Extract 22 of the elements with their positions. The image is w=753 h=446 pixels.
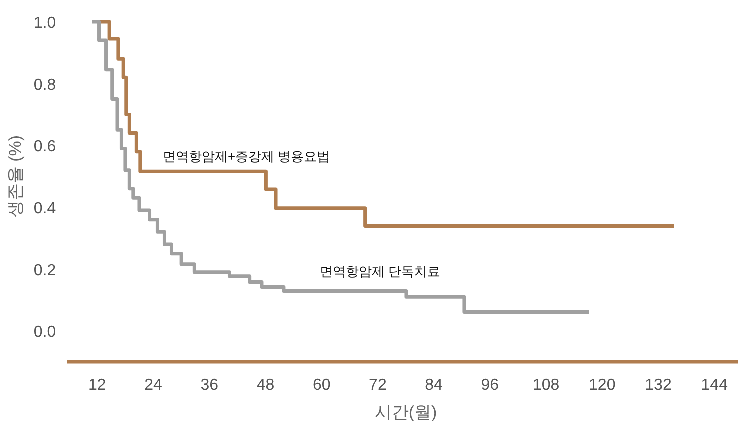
y-tick-label: 0.6 bbox=[34, 138, 56, 156]
y-tick-label: 0.0 bbox=[34, 324, 56, 342]
x-tick-label: 72 bbox=[369, 377, 387, 394]
x-tick-label: 132 bbox=[645, 377, 672, 394]
x-tick-label: 96 bbox=[481, 377, 500, 394]
y-tick-label: 0.2 bbox=[34, 262, 56, 280]
x-tick-label: 84 bbox=[425, 377, 444, 394]
annotation: 면역항암제+증강제 병용요법 bbox=[163, 149, 330, 164]
x-tick-label: 120 bbox=[589, 377, 616, 394]
y-tick-label: 1.0 bbox=[34, 15, 56, 32]
x-axis-title: 시간(월) bbox=[374, 403, 438, 422]
x-tick-label: 48 bbox=[256, 377, 275, 394]
y-tick-label: 0.8 bbox=[34, 76, 56, 94]
x-tick-label: 36 bbox=[200, 377, 219, 394]
x-tick-label: 144 bbox=[701, 377, 728, 394]
annotation: 면역항암제 단독치료 bbox=[320, 264, 441, 279]
y-axis-title: 생존율 (%) bbox=[6, 135, 25, 218]
x-tick-label: 60 bbox=[312, 377, 331, 394]
x-tick-label: 12 bbox=[88, 377, 106, 394]
x-tick-label: 24 bbox=[144, 377, 163, 394]
y-tick-label: 0.4 bbox=[34, 200, 56, 218]
x-tick-label: 108 bbox=[532, 377, 560, 394]
